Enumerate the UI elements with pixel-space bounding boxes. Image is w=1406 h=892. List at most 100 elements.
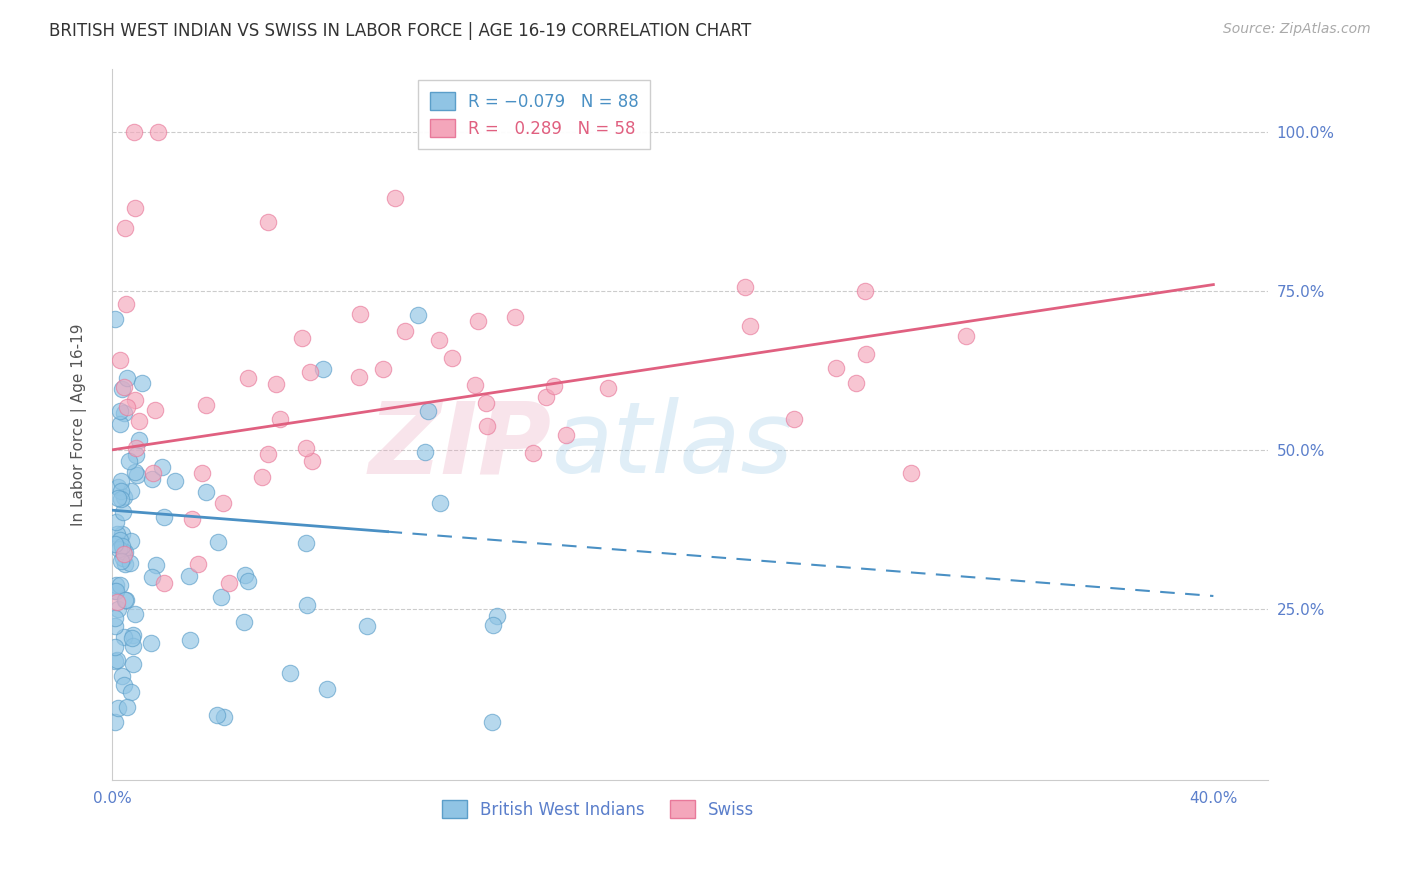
Point [118, 453, 141, 467]
Point [269, 412, 291, 426]
Point [127, 468, 149, 483]
Point [107, 700, 129, 714]
Point [855, 284, 877, 298]
Point [124, 202, 146, 216]
Point [124, 607, 146, 621]
Point [481, 714, 503, 729]
Point [474, 396, 496, 410]
Point [475, 418, 498, 433]
Point [416, 403, 439, 417]
Point [111, 527, 134, 541]
Point [291, 331, 314, 345]
Point [177, 568, 200, 582]
Point [356, 619, 378, 633]
Point [121, 657, 143, 671]
Y-axis label: In Labor Force | Age 16-19: In Labor Force | Age 16-19 [72, 323, 87, 525]
Point [121, 632, 143, 646]
Point [117, 371, 139, 385]
Point [555, 428, 578, 442]
Point [104, 654, 127, 668]
Point [441, 351, 464, 365]
Point [111, 540, 134, 554]
Point [740, 319, 762, 334]
Point [128, 433, 150, 447]
Point [543, 379, 565, 393]
Point [104, 583, 127, 598]
Point [349, 370, 371, 384]
Point [783, 412, 806, 426]
Point [180, 512, 202, 526]
Point [114, 221, 136, 235]
Point [122, 628, 145, 642]
Point [413, 445, 436, 459]
Text: ZIP: ZIP [368, 397, 551, 494]
Point [110, 483, 132, 498]
Point [734, 279, 756, 293]
Point [427, 333, 450, 347]
Point [150, 460, 173, 475]
Point [108, 541, 131, 556]
Point [124, 392, 146, 407]
Point [120, 685, 142, 699]
Point [205, 707, 228, 722]
Point [467, 314, 489, 328]
Point [105, 653, 128, 667]
Point [104, 537, 127, 551]
Point [112, 505, 135, 519]
Point [212, 710, 235, 724]
Point [107, 480, 129, 494]
Point [104, 640, 127, 655]
Point [299, 365, 322, 379]
Point [295, 536, 318, 550]
Point [955, 329, 977, 343]
Point [142, 466, 165, 480]
Point [108, 577, 131, 591]
Point [118, 556, 141, 570]
Point [125, 441, 148, 455]
Point [114, 544, 136, 558]
Point [236, 574, 259, 589]
Point [120, 533, 142, 548]
Point [110, 554, 132, 568]
Point [522, 446, 544, 460]
Point [349, 307, 371, 321]
Point [394, 325, 416, 339]
Point [107, 602, 129, 616]
Point [105, 578, 128, 592]
Point [131, 376, 153, 391]
Point [238, 371, 260, 385]
Point [194, 399, 217, 413]
Text: BRITISH WEST INDIAN VS SWISS IN LABOR FORCE | AGE 16-19 CORRELATION CHART: BRITISH WEST INDIAN VS SWISS IN LABOR FO… [49, 22, 751, 40]
Point [128, 414, 150, 428]
Point [297, 598, 319, 612]
Point [855, 347, 877, 361]
Point [179, 632, 201, 647]
Point [257, 447, 280, 461]
Point [145, 558, 167, 573]
Point [233, 567, 256, 582]
Point [122, 125, 145, 139]
Point [115, 699, 138, 714]
Point [104, 619, 127, 633]
Point [278, 665, 301, 680]
Point [232, 615, 254, 629]
Point [250, 470, 273, 484]
Point [485, 609, 508, 624]
Point [108, 417, 131, 432]
Point [108, 403, 131, 417]
Point [373, 362, 395, 376]
Point [125, 448, 148, 462]
Point [212, 496, 235, 510]
Point [108, 533, 131, 547]
Point [503, 310, 526, 325]
Point [218, 576, 240, 591]
Point [112, 631, 135, 645]
Point [104, 715, 127, 730]
Point [112, 406, 135, 420]
Point [110, 491, 132, 506]
Point [111, 382, 134, 396]
Point [104, 312, 127, 326]
Point [534, 390, 557, 404]
Point [104, 583, 127, 598]
Point [143, 402, 166, 417]
